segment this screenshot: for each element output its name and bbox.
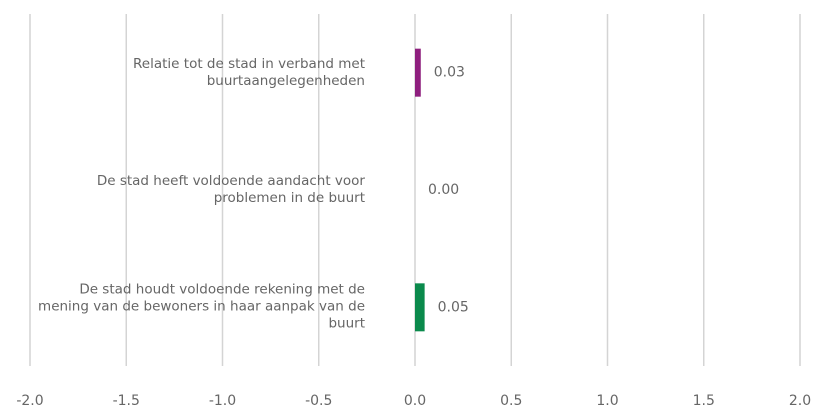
x-tick-label: 1.0 [596,393,618,409]
x-tick-label: -1.0 [209,393,236,409]
bar [415,283,425,332]
x-tick-label: 0.0 [404,393,426,409]
value-label: 0.05 [438,299,469,315]
x-tick-label: 1.5 [693,393,715,409]
x-tick-label: -0.5 [305,393,332,409]
value-label: 0.03 [434,65,465,81]
x-tick-label: 2.0 [789,393,811,409]
bar [415,48,421,97]
category-label: De stad heeft voldoende aandacht voor pr… [96,173,365,206]
x-tick-label: -1.5 [113,393,140,409]
category-label: Relatie tot de stad in verband met buurt… [133,55,365,89]
value-label: 0.00 [428,182,459,198]
category-label: De stad houdt voldoende rekening met de … [38,281,365,332]
x-tick-label: -2.0 [16,393,43,409]
x-tick-label: 0.5 [500,393,522,409]
